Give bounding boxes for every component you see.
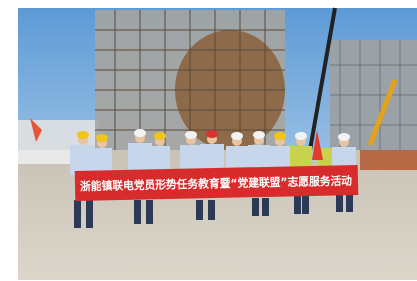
scene: 浙能镇联电党员形势任务教育暨“党建联盟”志愿服务活动 (18, 8, 417, 280)
wall (18, 150, 78, 164)
photo: 浙能镇联电党员形势任务教育暨“党建联盟”志愿服务活动 (0, 0, 417, 281)
fence (360, 150, 417, 170)
banner-group: 浙能镇联电党员形势任务教育暨“党建联盟”志愿服务活动 (75, 165, 359, 201)
